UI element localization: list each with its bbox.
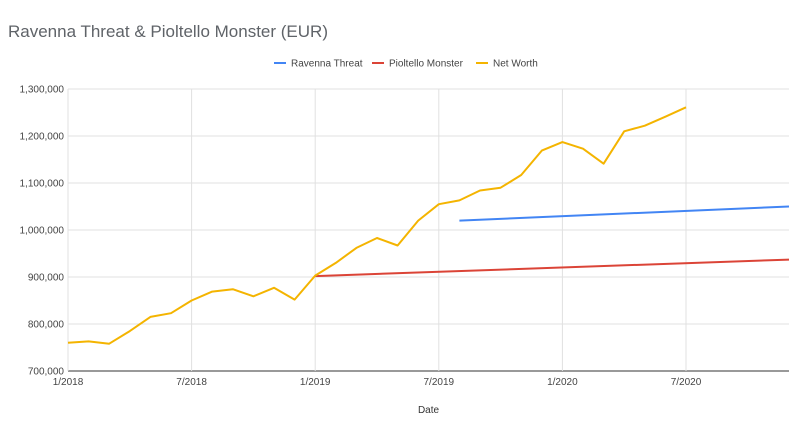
- legend-label: Net Worth: [493, 59, 538, 70]
- x-tick-label: 7/2020: [671, 377, 702, 388]
- series-line-ravenna-threat: [459, 205, 790, 222]
- y-tick-label: 900,000: [28, 273, 65, 284]
- y-tick-label: 1,200,000: [20, 132, 65, 143]
- chart-title: Ravenna Threat & Pioltello Monster (EUR): [8, 22, 328, 41]
- y-tick-label: 700,000: [28, 367, 65, 378]
- legend-label: Ravenna Threat: [291, 59, 363, 70]
- series-line-net-worth: [67, 106, 687, 345]
- x-axis-title: Date: [418, 405, 440, 416]
- x-tick-label: 7/2019: [424, 377, 455, 388]
- x-tick-label: 1/2020: [547, 377, 578, 388]
- grid: [67, 88, 789, 372]
- x-tick-label: 1/2019: [300, 377, 331, 388]
- legend-label: Pioltello Monster: [389, 59, 464, 70]
- series-lines: [67, 106, 790, 345]
- y-tick-label: 1,300,000: [20, 85, 65, 96]
- y-tick-label: 1,100,000: [20, 179, 65, 190]
- legend: Ravenna Threat Pioltello Monster Net Worth: [274, 59, 538, 70]
- x-tick-label: 7/2018: [176, 377, 207, 388]
- series-line-pioltello-monster: [315, 258, 790, 278]
- y-tick-label: 800,000: [28, 320, 65, 331]
- y-axis-ticks: 700,000 800,000 900,000 1,000,000 1,100,000 1…: [20, 85, 65, 378]
- x-axis-ticks: 1/2018 7/2018 1/2019 7/2019 1/2020 7/2020: [53, 377, 702, 388]
- x-tick-label: 1/2018: [53, 377, 84, 388]
- y-tick-label: 1,000,000: [20, 226, 65, 237]
